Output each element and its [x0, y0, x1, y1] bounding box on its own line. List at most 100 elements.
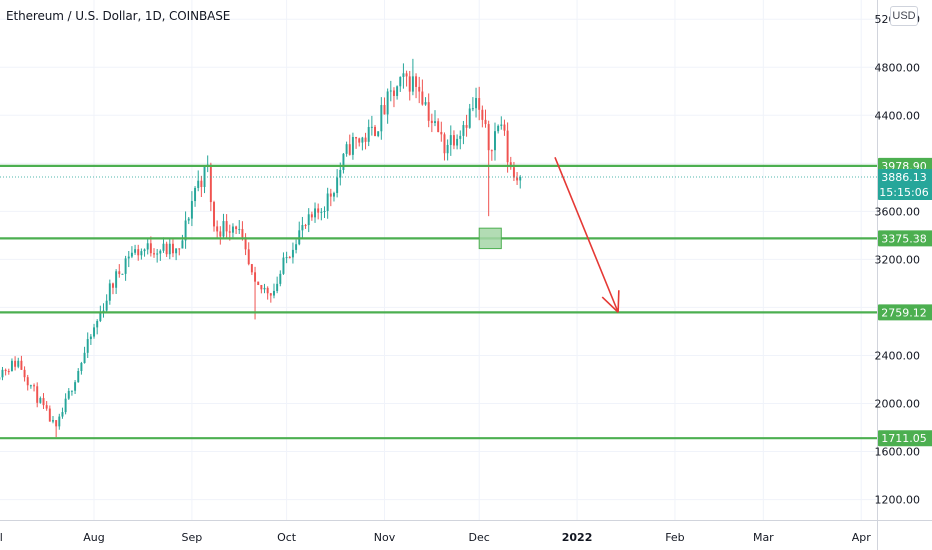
candle-body — [39, 398, 42, 403]
candle-body — [17, 360, 20, 367]
countdown-label: 15:15:06 — [879, 186, 928, 199]
price-tick-label: 3200.00 — [875, 253, 921, 266]
candle-body — [377, 131, 380, 137]
candle-body — [487, 124, 490, 151]
current-price-label: 3886.13 — [881, 171, 927, 184]
candle-body — [509, 162, 512, 168]
candle-body — [497, 125, 500, 132]
drawing-annotations[interactable] — [478, 157, 620, 313]
candle-body — [156, 253, 159, 255]
candle-body — [424, 102, 427, 105]
candle-body — [33, 385, 36, 387]
candle-body — [392, 90, 395, 96]
candle-body — [105, 300, 108, 311]
candle-body — [380, 105, 383, 132]
candle-body — [219, 231, 222, 237]
level-price-badge — [878, 430, 932, 447]
candle-body — [475, 98, 478, 109]
level-price-badge — [878, 230, 932, 247]
candle-body — [165, 243, 168, 255]
candle-body — [86, 339, 89, 353]
candle-body — [162, 243, 165, 251]
price-tick-label: 2000.00 — [875, 398, 921, 411]
time-axis-background — [0, 520, 932, 550]
time-tick-label: Apr — [852, 531, 872, 544]
time-tick-label: Dec — [469, 531, 490, 544]
candle-body — [304, 225, 307, 227]
candle-body — [241, 229, 244, 238]
candle-body — [326, 193, 329, 211]
candle-body — [285, 257, 288, 259]
currency-button[interactable]: USD — [890, 6, 918, 26]
candle-body — [225, 221, 228, 232]
candle-body — [209, 164, 212, 203]
horizontal-levels[interactable] — [0, 164, 877, 440]
grid-lines — [0, 0, 877, 520]
candle-body — [339, 169, 342, 178]
candle-body — [468, 108, 471, 128]
candle-body — [260, 284, 263, 290]
candle-body — [200, 180, 203, 187]
arrow-head-stroke — [617, 290, 620, 313]
arrow-head-stroke — [601, 296, 619, 313]
candle-body — [130, 252, 133, 257]
candle-body — [93, 327, 96, 337]
candle-body — [263, 287, 266, 290]
time-tick-label: Nov — [374, 531, 396, 544]
candle-body — [411, 76, 414, 92]
candle-body — [137, 249, 140, 256]
candle-body — [7, 371, 10, 373]
candle-body — [140, 251, 143, 256]
candle-body — [70, 390, 73, 392]
time-tick-label: Mar — [753, 531, 774, 544]
candle-body — [358, 138, 361, 143]
candle-body — [443, 134, 446, 154]
demand-zone-rectangle[interactable] — [478, 227, 502, 250]
candle-body — [465, 125, 468, 128]
candle-body — [345, 144, 348, 154]
candle-body — [247, 249, 250, 265]
candle-body — [314, 208, 317, 218]
chart-title: Ethereum / U.S. Dollar, 1D, COINBASE — [6, 9, 231, 23]
price-axis-labels: 3978.903375.382759.121711.053886.1315:15… — [878, 157, 932, 447]
price-tick-label: 1600.00 — [875, 446, 921, 459]
level-price-label: 1711.05 — [881, 432, 927, 445]
candle-body — [181, 240, 184, 249]
candle-body — [273, 290, 275, 296]
candle-body — [115, 271, 118, 288]
candlestick-series — [0, 58, 522, 438]
candle-body — [386, 91, 389, 115]
candle-body — [291, 249, 294, 258]
candle-body — [418, 86, 421, 92]
time-tick-label: Oct — [277, 531, 297, 544]
candle-body — [213, 202, 215, 227]
price-tick-label: 4800.00 — [875, 61, 921, 74]
candle-body — [235, 226, 238, 230]
candle-body — [494, 131, 496, 151]
down-arrow[interactable] — [554, 157, 620, 313]
candle-body — [367, 127, 370, 142]
candle-body — [26, 377, 29, 386]
candle-body — [459, 135, 462, 139]
candle-body — [301, 225, 304, 231]
candle-body — [184, 220, 187, 241]
candle-body — [121, 273, 124, 275]
price-tick-label: 1200.00 — [875, 494, 921, 507]
candle-body — [257, 281, 260, 285]
candle-body — [55, 420, 58, 427]
candle-body — [307, 214, 310, 226]
candle-body — [516, 177, 519, 181]
candle-body — [519, 177, 522, 181]
candle-body — [364, 137, 367, 142]
candle-body — [42, 398, 45, 406]
candle-body — [36, 386, 39, 403]
candle-body — [437, 121, 440, 133]
candle-body — [168, 243, 171, 255]
candle-body — [336, 177, 339, 194]
candle-body — [276, 283, 279, 291]
candle-body — [490, 150, 493, 152]
candle-body — [80, 363, 83, 371]
candle-body — [399, 76, 402, 87]
